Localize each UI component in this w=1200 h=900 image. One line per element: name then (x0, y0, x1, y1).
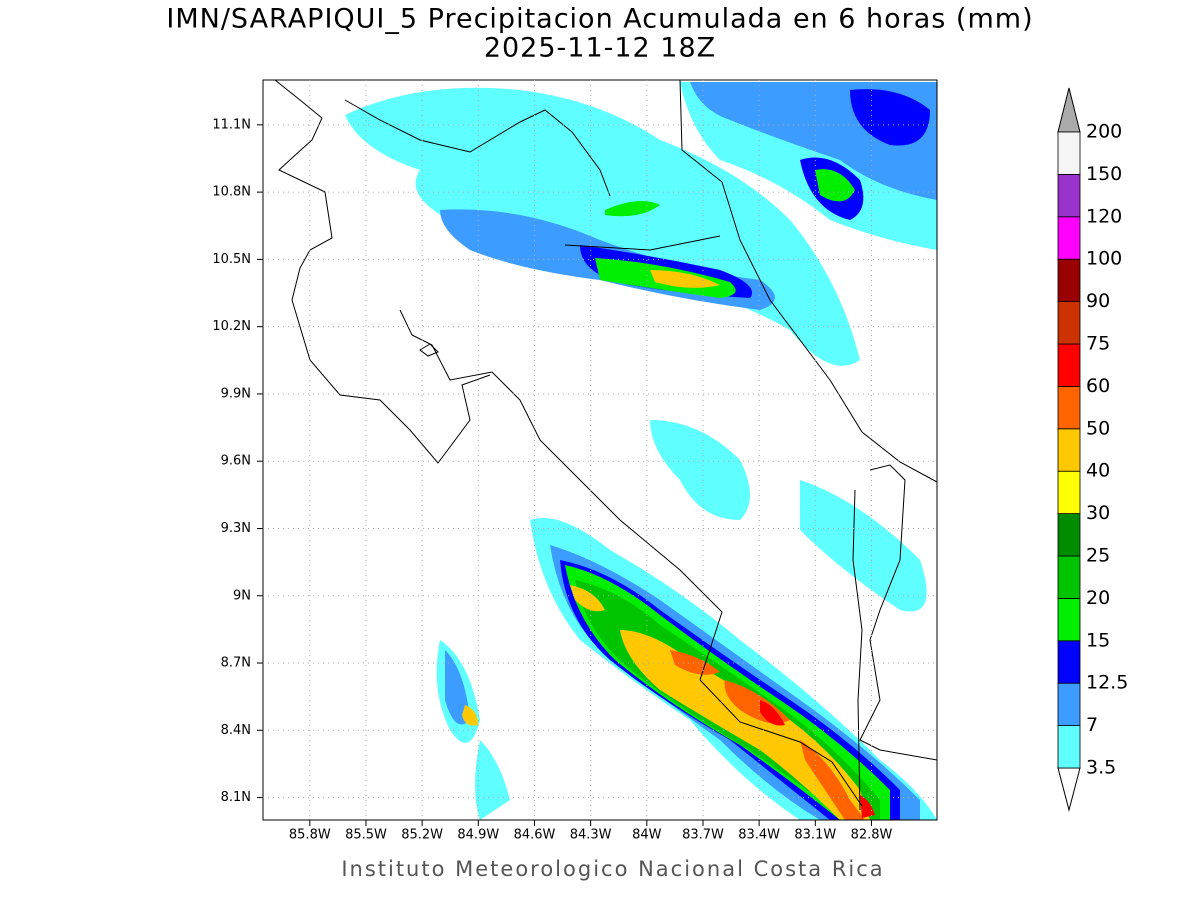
y-tick-label: 9.3N (221, 521, 251, 536)
x-tick-label: 83.4W (738, 828, 780, 843)
coastline (399, 309, 863, 807)
colorbar-segment (1057, 428, 1081, 472)
plot-frame (262, 79, 938, 821)
x-tick-label: 83.7W (682, 828, 724, 843)
title: IMN/SARAPIQUI_5 Precipitacion Acumulada … (166, 4, 1033, 35)
precip-area (445, 650, 470, 725)
precip-area (800, 740, 865, 820)
y-tick-label: 10.5N (212, 252, 251, 267)
coastline (679, 80, 937, 483)
colorbar-label: 15 (1086, 629, 1110, 651)
colorbar-segment (1057, 725, 1081, 769)
coastlines (274, 80, 937, 811)
colorbar-label: 120 (1086, 205, 1122, 227)
precip-area (620, 630, 870, 820)
x-tick-label: 84W (632, 828, 662, 843)
colorbar-label: 12.5 (1086, 672, 1128, 694)
x-tick-label: 84.3W (570, 828, 612, 843)
colorbar-label: 30 (1086, 502, 1110, 524)
colorbar-segment (1057, 131, 1081, 175)
x-tick-label: 84.9W (457, 828, 499, 843)
y-tick-label: 9.9N (221, 386, 251, 401)
precip-area (650, 270, 720, 288)
x-tick-label: 82.8W (851, 828, 893, 843)
precip-field (345, 82, 937, 820)
colorbar-label: 3.5 (1086, 757, 1116, 779)
colorbar-segment (1057, 598, 1081, 642)
y-tick-label: 8.1N (221, 790, 251, 805)
colorbar-label: 200 (1086, 121, 1122, 143)
footer: Instituto Meteorologico Nacional Costa R… (341, 857, 884, 881)
colorbar-segment (1057, 513, 1081, 557)
precip-area (850, 89, 930, 146)
precip-area (860, 795, 875, 818)
precip-area (760, 700, 785, 726)
precip-area (670, 650, 720, 675)
colorbar-segment (1057, 301, 1081, 345)
colorbar-label: 50 (1086, 417, 1110, 439)
colorbar-label: 150 (1086, 163, 1122, 185)
colorbar-label: 90 (1086, 290, 1110, 312)
coastline (274, 80, 491, 464)
colorbar-segment (1057, 640, 1081, 684)
subtitle: 2025-11-12 18Z (484, 33, 716, 64)
precip-area (570, 585, 605, 612)
y-tick-label: 10.8N (212, 185, 251, 200)
colorbar-label: 60 (1086, 375, 1110, 397)
x-tick-label: 84.6W (514, 828, 556, 843)
precip-area (800, 480, 927, 612)
y-tick-label: 9.6N (221, 454, 251, 469)
y-tick-label: 8.7N (221, 656, 251, 671)
colorbar-over (1057, 87, 1081, 133)
y-tick-label: 11.1N (212, 117, 251, 132)
colorbar-segment (1057, 173, 1081, 218)
x-tick-label: 85.5W (345, 828, 387, 843)
x-tick-label: 83.1W (794, 828, 836, 843)
y-tick-label: 8.4N (221, 723, 251, 738)
island (419, 343, 439, 357)
colorbar-label: 100 (1086, 248, 1122, 270)
precip-area (605, 201, 660, 217)
colorbar-label: 40 (1086, 460, 1110, 482)
colorbar-under (1057, 767, 1081, 812)
colorbar-segment (1057, 555, 1081, 599)
colorbar-segment (1057, 343, 1081, 387)
y-tick-label: 10.2N (212, 319, 251, 334)
colorbar-label: 20 (1086, 587, 1110, 609)
y-tick-label: 9N (233, 588, 251, 603)
coastline (859, 464, 937, 761)
colorbar-label: 25 (1086, 545, 1110, 567)
lake-shore (344, 99, 611, 197)
colorbar-label: 7 (1086, 714, 1098, 736)
colorbar-segment (1057, 385, 1081, 430)
colorbar-segment (1057, 470, 1081, 515)
colorbar-segment (1057, 682, 1081, 727)
x-tick-label: 85.8W (289, 828, 331, 843)
x-tick-label: 85.2W (401, 828, 443, 843)
precip-area (815, 169, 855, 202)
border (564, 235, 721, 251)
colorbar-segment (1057, 216, 1081, 260)
colorbar-label: 75 (1086, 333, 1110, 355)
precip-area (475, 740, 510, 820)
precip-area (462, 705, 478, 726)
border (852, 489, 863, 811)
precip-area (650, 420, 750, 520)
colorbar-segment (1057, 258, 1081, 303)
